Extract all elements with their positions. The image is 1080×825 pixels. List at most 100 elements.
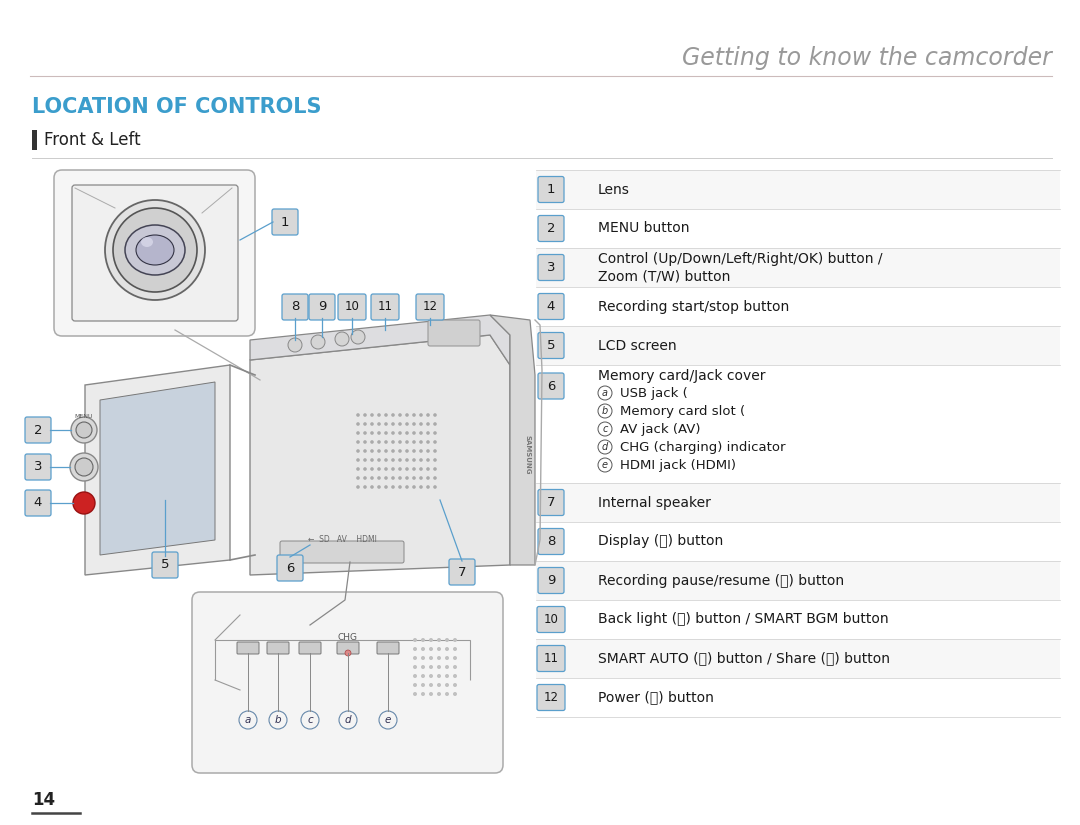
Text: Lens: Lens bbox=[598, 182, 630, 196]
Circle shape bbox=[445, 683, 449, 687]
Circle shape bbox=[391, 413, 395, 417]
Circle shape bbox=[391, 476, 395, 480]
Text: CHG (charging) indicator: CHG (charging) indicator bbox=[620, 441, 785, 454]
Text: 6: 6 bbox=[286, 562, 294, 574]
Circle shape bbox=[427, 431, 430, 435]
FancyBboxPatch shape bbox=[25, 454, 51, 480]
FancyBboxPatch shape bbox=[537, 685, 565, 710]
Text: HDMI jack (HDMI): HDMI jack (HDMI) bbox=[620, 459, 735, 472]
Circle shape bbox=[433, 485, 436, 488]
Circle shape bbox=[437, 638, 441, 642]
FancyBboxPatch shape bbox=[25, 417, 51, 443]
Circle shape bbox=[339, 711, 357, 729]
Circle shape bbox=[391, 458, 395, 462]
Circle shape bbox=[405, 413, 409, 417]
FancyBboxPatch shape bbox=[309, 294, 335, 320]
Circle shape bbox=[377, 431, 381, 435]
Text: ←  SD   AV    HDMI: ← SD AV HDMI bbox=[308, 535, 377, 545]
Circle shape bbox=[413, 441, 416, 444]
Circle shape bbox=[356, 467, 360, 471]
Circle shape bbox=[421, 665, 426, 669]
FancyBboxPatch shape bbox=[536, 639, 1059, 678]
Circle shape bbox=[421, 638, 426, 642]
Text: d: d bbox=[345, 715, 351, 725]
Circle shape bbox=[427, 485, 430, 488]
Circle shape bbox=[377, 422, 381, 426]
Circle shape bbox=[453, 647, 457, 651]
Circle shape bbox=[427, 413, 430, 417]
FancyBboxPatch shape bbox=[536, 170, 1059, 209]
Text: LOCATION OF CONTROLS: LOCATION OF CONTROLS bbox=[32, 97, 322, 117]
Circle shape bbox=[335, 332, 349, 346]
FancyBboxPatch shape bbox=[536, 326, 1059, 365]
FancyBboxPatch shape bbox=[538, 177, 564, 202]
Text: 10: 10 bbox=[543, 613, 558, 626]
Circle shape bbox=[351, 330, 365, 344]
Circle shape bbox=[345, 650, 351, 656]
Circle shape bbox=[429, 683, 433, 687]
Circle shape bbox=[311, 335, 325, 349]
FancyBboxPatch shape bbox=[237, 642, 259, 654]
Circle shape bbox=[377, 449, 381, 453]
Circle shape bbox=[356, 441, 360, 444]
Circle shape bbox=[399, 467, 402, 471]
Circle shape bbox=[377, 413, 381, 417]
Text: AV jack (AV): AV jack (AV) bbox=[620, 422, 701, 436]
Circle shape bbox=[288, 338, 302, 352]
Circle shape bbox=[419, 449, 422, 453]
Circle shape bbox=[405, 449, 409, 453]
Circle shape bbox=[413, 485, 416, 488]
Circle shape bbox=[427, 476, 430, 480]
FancyBboxPatch shape bbox=[538, 489, 564, 516]
Circle shape bbox=[453, 692, 457, 696]
Circle shape bbox=[384, 441, 388, 444]
Circle shape bbox=[377, 476, 381, 480]
Circle shape bbox=[399, 476, 402, 480]
Circle shape bbox=[301, 711, 319, 729]
Circle shape bbox=[73, 492, 95, 514]
FancyBboxPatch shape bbox=[280, 541, 404, 563]
Circle shape bbox=[356, 476, 360, 480]
Circle shape bbox=[421, 656, 426, 660]
Circle shape bbox=[437, 683, 441, 687]
FancyBboxPatch shape bbox=[272, 209, 298, 235]
Circle shape bbox=[363, 413, 367, 417]
Circle shape bbox=[356, 449, 360, 453]
FancyBboxPatch shape bbox=[25, 490, 51, 516]
Circle shape bbox=[377, 441, 381, 444]
Circle shape bbox=[377, 467, 381, 471]
Polygon shape bbox=[85, 365, 230, 575]
FancyBboxPatch shape bbox=[152, 552, 178, 578]
Text: 5: 5 bbox=[546, 339, 555, 352]
Text: CHG: CHG bbox=[338, 634, 357, 643]
Text: Internal speaker: Internal speaker bbox=[598, 496, 711, 510]
Circle shape bbox=[413, 431, 416, 435]
Circle shape bbox=[269, 711, 287, 729]
Circle shape bbox=[429, 638, 433, 642]
FancyBboxPatch shape bbox=[538, 332, 564, 359]
Polygon shape bbox=[249, 315, 510, 365]
Circle shape bbox=[413, 458, 416, 462]
FancyBboxPatch shape bbox=[54, 170, 255, 336]
Circle shape bbox=[370, 413, 374, 417]
Polygon shape bbox=[100, 382, 215, 555]
Circle shape bbox=[413, 467, 416, 471]
Text: 2: 2 bbox=[33, 423, 42, 436]
Text: 12: 12 bbox=[543, 691, 558, 704]
Circle shape bbox=[405, 441, 409, 444]
Circle shape bbox=[427, 467, 430, 471]
Circle shape bbox=[384, 467, 388, 471]
Text: b: b bbox=[274, 715, 281, 725]
Text: Front & Left: Front & Left bbox=[44, 131, 140, 149]
Circle shape bbox=[413, 683, 417, 687]
Text: Power (⏻) button: Power (⏻) button bbox=[598, 691, 714, 705]
Circle shape bbox=[453, 638, 457, 642]
Circle shape bbox=[437, 647, 441, 651]
Circle shape bbox=[356, 431, 360, 435]
Circle shape bbox=[399, 458, 402, 462]
Text: USB jack (: USB jack ( bbox=[620, 386, 688, 399]
FancyBboxPatch shape bbox=[337, 642, 359, 654]
Circle shape bbox=[399, 413, 402, 417]
Circle shape bbox=[363, 458, 367, 462]
Circle shape bbox=[427, 449, 430, 453]
